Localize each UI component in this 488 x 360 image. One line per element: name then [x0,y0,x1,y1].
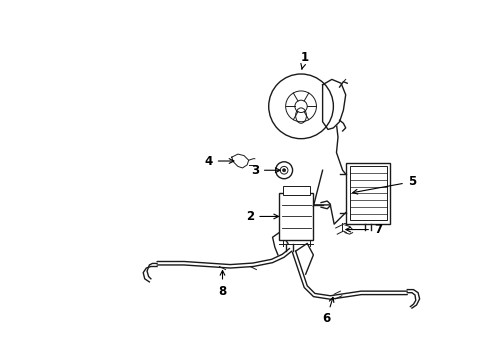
Text: 3: 3 [250,164,280,177]
Text: 1: 1 [300,50,308,69]
Circle shape [268,74,333,139]
Bar [349,166,386,220]
Polygon shape [231,154,248,168]
Text: 4: 4 [204,154,233,167]
Text: 7: 7 [345,223,381,236]
Bar [282,186,310,195]
Circle shape [282,169,285,172]
Text: 5: 5 [352,175,415,194]
Text: 2: 2 [245,210,278,223]
Bar [279,193,313,239]
Text: 8: 8 [218,270,226,298]
Text: 6: 6 [322,297,333,325]
Circle shape [275,162,292,179]
Polygon shape [322,80,345,130]
Bar [345,163,389,224]
